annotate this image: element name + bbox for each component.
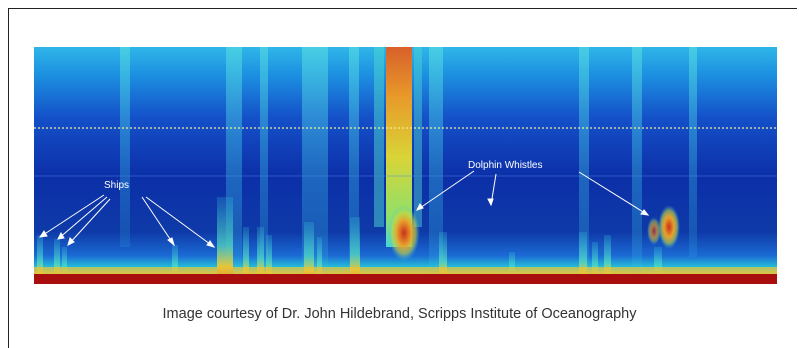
image-caption: Image courtesy of Dr. John Hildebrand, S… bbox=[162, 306, 637, 322]
ships-label: Ships bbox=[104, 180, 130, 191]
spectrogram-image bbox=[34, 47, 777, 284]
dolphin-whistles-label: Dolphin Whistles bbox=[468, 160, 543, 171]
